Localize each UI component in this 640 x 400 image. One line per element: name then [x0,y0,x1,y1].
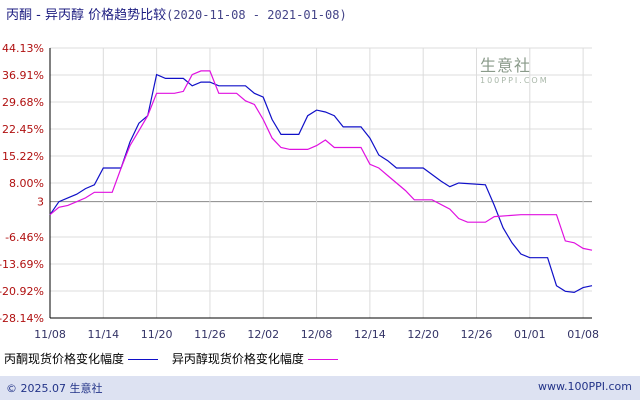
legend-label-acetone: 丙酮现货价格变化幅度 [4,352,125,366]
y-tick-label: -28.14% [0,312,44,325]
chart-title-bar: 丙酮 - 异丙醇 价格趋势比较(2020-11-08 - 2021-01-08) [0,0,640,30]
legend-swatch-isopropanol [307,359,338,360]
series-line-acetone [49,73,593,294]
x-tick-label: 12/02 [247,328,279,341]
x-tick-label: 01/01 [514,328,546,341]
y-tick-label: 8.00% [9,177,44,190]
y-tick-label: 22.45% [2,123,44,136]
series-line-isopropanol [49,70,593,251]
x-tick-label: 11/20 [141,328,173,341]
legend-item-isopropanol: 异丙醇现货价格变化幅度 [172,350,338,367]
y-tick-label: 36.91% [2,69,44,82]
footer-bar: © 2025.07 生意社 www.100PPI.com [0,376,640,400]
x-tick-label: 12/08 [301,328,333,341]
x-tick-label: 01/08 [567,328,599,341]
x-tick-label: 12/20 [407,328,439,341]
x-tick-label: 12/26 [461,328,493,341]
legend-swatch-acetone [128,359,159,360]
x-tick-label: 12/14 [354,328,386,341]
y-tick-label: -20.92% [0,285,44,298]
watermark-logo: 生意社 100PPI.COM [480,52,549,85]
x-tick-label: 11/08 [34,328,66,341]
legend-label-isopropanol: 异丙醇现货价格变化幅度 [171,352,304,366]
watermark-text: 生意社 [480,56,532,75]
y-tick-label: -13.69% [0,258,44,271]
x-tick-label: 11/14 [87,328,119,341]
chart-legend: 丙酮现货价格变化幅度 异丙醇现货价格变化幅度 [4,350,348,366]
x-tick-label: 11/26 [194,328,226,341]
y-tick-label: 15.22% [2,150,44,163]
y-tick-label: 3 [37,196,44,209]
watermark-sub: 100PPI.COM [480,76,549,85]
footer-site-link[interactable]: www.100PPI.com [538,380,632,393]
chart-date-range: (2020-11-08 - 2021-01-08) [166,8,347,22]
y-tick-label: -6.46% [5,231,44,244]
chart-title: 丙酮 - 异丙醇 价格趋势比较 [6,8,167,23]
footer-copyright: © 2025.07 生意社 [6,382,103,395]
y-tick-label: 29.68% [2,96,44,109]
legend-item-acetone: 丙酮现货价格变化幅度 [4,350,159,367]
y-tick-label: 44.13% [2,42,44,55]
